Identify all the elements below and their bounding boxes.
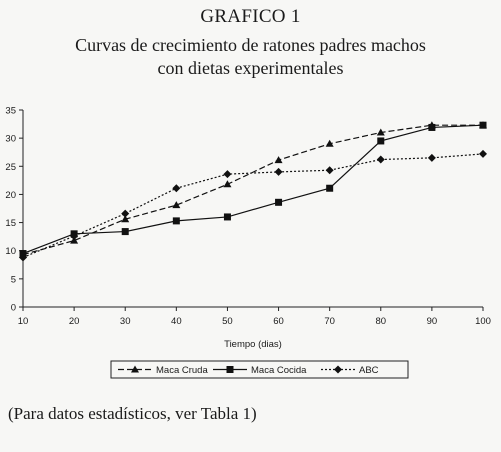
series-line xyxy=(22,124,483,256)
data-point xyxy=(121,215,130,223)
series-abc xyxy=(19,149,487,262)
x-axis-label: Tiempo (dias) xyxy=(224,339,282,350)
data-point xyxy=(326,184,334,192)
legend-label: ABC xyxy=(359,365,379,376)
series-maca-cocida xyxy=(19,121,487,258)
x-tick-label: 30 xyxy=(120,316,131,327)
chart-axes: 0 5 10 15 20 25 30 35 10 20 30 40 50 60 70 80 90 100 xyxy=(5,106,491,328)
legend-label: Maca Cruda xyxy=(156,365,208,376)
data-point xyxy=(172,201,181,209)
data-point xyxy=(274,156,283,164)
x-tick-label: 50 xyxy=(222,316,233,327)
data-point xyxy=(325,166,334,175)
data-point xyxy=(172,217,180,225)
subtitle-line-2: con dietas experimentales xyxy=(157,58,344,78)
data-point xyxy=(121,228,129,236)
y-tick-label: 30 xyxy=(5,134,16,145)
legend-label: Maca Cocida xyxy=(251,365,307,376)
data-point xyxy=(223,170,232,179)
y-tick-label: 15 xyxy=(5,218,16,229)
series-layer xyxy=(19,121,487,262)
page-title: GRAFICO 1 xyxy=(200,6,301,27)
y-tick-label: 35 xyxy=(5,106,16,117)
data-point xyxy=(479,121,487,129)
footnote: (Para datos estadísticos, ver Tabla 1) xyxy=(8,404,257,423)
data-point xyxy=(428,123,436,131)
data-point xyxy=(70,236,79,244)
x-tick-label: 60 xyxy=(273,316,284,327)
x-tick-label: 10 xyxy=(18,316,29,327)
subtitle-line-1: Curvas de crecimiento de ratones padres … xyxy=(75,35,426,55)
data-point xyxy=(479,149,487,158)
data-point xyxy=(223,180,232,188)
y-tick-label: 0 xyxy=(11,303,16,314)
y-tick-label: 10 xyxy=(5,246,16,257)
series-line xyxy=(22,124,484,255)
data-point xyxy=(325,139,334,147)
data-point xyxy=(274,167,283,176)
legend-marker xyxy=(334,365,342,374)
x-tick-label: 80 xyxy=(375,316,386,327)
y-tick-label: 25 xyxy=(5,162,16,173)
growth-line-chart: 0 5 10 15 20 25 30 35 10 20 30 40 50 60 70 80 90 100 Tiem… xyxy=(5,106,491,379)
data-point xyxy=(172,184,181,193)
series-maca-cruda xyxy=(19,121,487,258)
y-tick-label: 5 xyxy=(11,274,16,285)
data-point xyxy=(377,137,385,145)
data-point xyxy=(376,155,385,164)
page-subtitle: Curvas de crecimiento de ratones padres … xyxy=(0,34,501,80)
x-tick-label: 70 xyxy=(324,316,335,327)
data-point xyxy=(427,153,436,162)
y-tick-label: 20 xyxy=(5,190,16,201)
chart-legend: Maca Cruda Maca Cocida ABC xyxy=(110,360,409,379)
data-point xyxy=(121,209,130,218)
data-point xyxy=(275,198,283,206)
data-point xyxy=(70,232,79,241)
legend-marker xyxy=(131,365,139,373)
series-line xyxy=(22,153,484,259)
data-point xyxy=(19,253,27,262)
legend-marker xyxy=(226,366,234,373)
data-point xyxy=(376,128,385,136)
x-tick-label: 100 xyxy=(475,316,491,327)
x-tick-label: 90 xyxy=(427,316,438,327)
data-point xyxy=(223,213,231,221)
legend-box xyxy=(110,360,409,379)
x-tick-label: 40 xyxy=(171,316,182,327)
x-tick-label: 20 xyxy=(69,316,80,327)
